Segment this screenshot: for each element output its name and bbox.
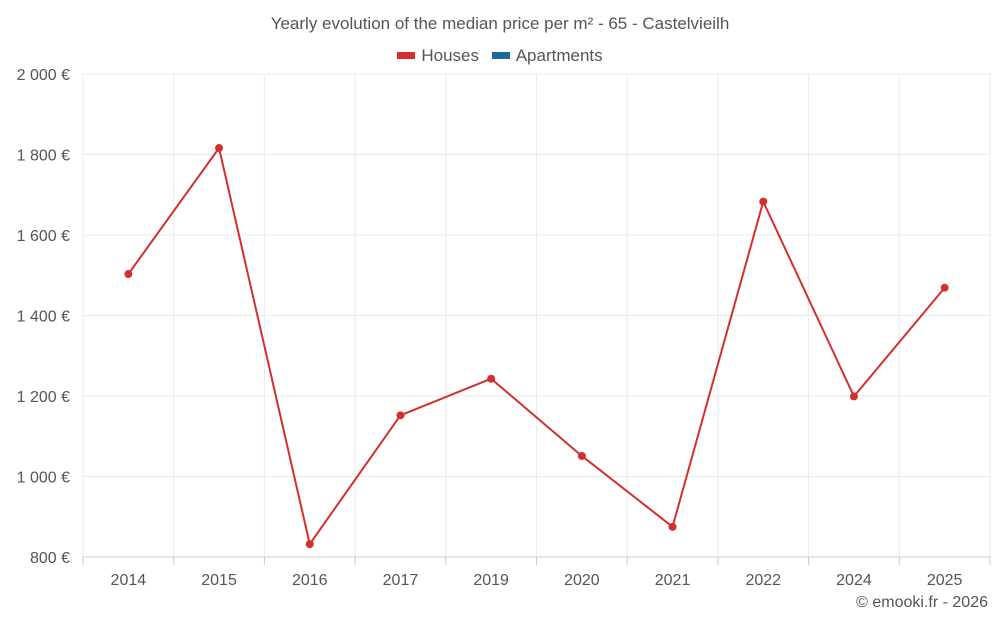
y-tick-label: 1 800 € [17,148,70,165]
y-tick-label: 1 400 € [17,309,70,326]
legend-label-houses: Houses [421,45,479,65]
grid [82,73,991,557]
axes [82,556,991,565]
data-point-houses [215,144,224,153]
data-point-houses [759,197,768,206]
y-tick-label: 1 600 € [17,228,70,245]
x-tick-label: 2015 [201,572,237,589]
y-tick-label: 800 € [30,550,70,567]
legend: Houses Apartments [0,44,1000,66]
y-tick-label: 2 000 € [17,67,70,84]
credit-text: © emooki.fr - 2026 [856,594,988,611]
x-tick-label: 2022 [745,572,781,589]
x-tick-label: 2016 [292,572,328,589]
legend-item-houses[interactable]: Houses [397,46,479,66]
x-tick-label: 2021 [655,572,691,589]
chart-title: Yearly evolution of the median price per… [270,14,730,33]
data-point-houses [577,451,586,460]
data-point-houses [487,374,496,383]
data-point-houses [305,540,314,549]
tick-labels: 800 € 1 000 € 1 200 € 1 400 € 1 600 € 1 800 €… [17,67,963,589]
data-point-houses [396,411,405,420]
data-point-houses [849,392,858,401]
x-tick-label: 2025 [927,572,963,589]
data-point-houses [668,522,677,531]
legend-swatch-apartments [491,52,510,59]
y-tick-label: 1 200 € [17,389,70,406]
series [124,144,949,549]
legend-item-apartments[interactable]: Apartments [491,45,603,66]
x-tick-label: 2014 [111,572,147,589]
series-line-houses [127,145,946,547]
data-point-houses [124,270,133,279]
data-point-houses [940,283,949,292]
legend-swatch-houses [397,52,416,59]
x-tick-label: 2019 [473,572,509,589]
x-tick-label: 2024 [836,572,872,589]
legend-label-apartments: Apartments [515,45,603,65]
y-tick-label: 1 000 € [17,470,70,487]
x-tick-label: 2020 [564,572,600,589]
x-tick-label: 2017 [383,572,419,589]
